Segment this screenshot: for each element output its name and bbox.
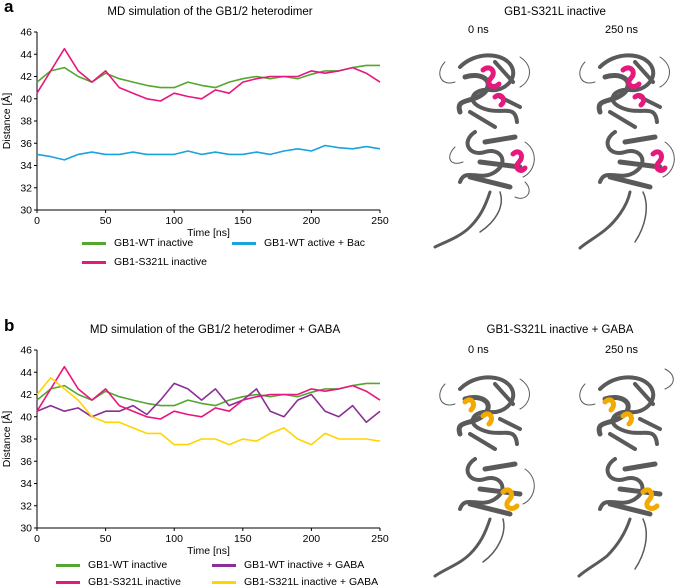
x-tick-label: 0 bbox=[34, 533, 40, 545]
protein-structure-a-0ns bbox=[433, 53, 535, 249]
legend-item-gb1-wt-inactive-gaba: GB1-WT inactive + GABA bbox=[212, 559, 364, 571]
y-tick-label: 46 bbox=[20, 345, 32, 357]
structure-title-a: GB1-S321L inactive bbox=[504, 6, 606, 18]
y-tick-label: 38 bbox=[20, 434, 32, 446]
legend-item-gb1-s321l-inactive: GB1-S321L inactive bbox=[56, 576, 181, 588]
y-tick-label: 40 bbox=[20, 93, 32, 105]
y-axis-label: Distance [Å] bbox=[0, 411, 13, 468]
y-tick-label: 30 bbox=[20, 205, 32, 217]
legend-swatch bbox=[56, 563, 80, 567]
legend-item-gb1-wt-inactive: GB1-WT inactive bbox=[56, 559, 167, 571]
series-line-gb1-wt-inactive-gaba bbox=[36, 382, 381, 424]
x-tick-label: 200 bbox=[303, 215, 321, 227]
legend-label: GB1-S321L inactive bbox=[88, 576, 181, 588]
x-tick-label: 200 bbox=[303, 533, 321, 545]
legend-label: GB1-WT inactive bbox=[114, 237, 194, 249]
x-tick-label: 50 bbox=[100, 533, 112, 545]
x-tick-label: 100 bbox=[165, 215, 183, 227]
legend-swatch bbox=[232, 241, 256, 245]
panel-letter-b: b bbox=[4, 316, 15, 335]
legend-label: GB1-S321L inactive + GABA bbox=[244, 576, 379, 588]
legend-swatch bbox=[56, 580, 80, 584]
chart-title-a: MD simulation of the GB1/2 heterodimer bbox=[107, 6, 313, 18]
y-tick-label: 42 bbox=[20, 71, 32, 83]
y-tick-label: 44 bbox=[20, 49, 32, 61]
y-tick-label: 36 bbox=[20, 138, 32, 150]
y-tick-label: 40 bbox=[20, 411, 32, 423]
time-label-a-250ns: 250 ns bbox=[605, 24, 639, 36]
chart-title-b: MD simulation of the GB1/2 heterodimer +… bbox=[89, 324, 341, 336]
legend-item-gb1-wt-active-bac: GB1-WT active + Bac bbox=[232, 237, 365, 249]
series-line-gb1-s321l-inactive bbox=[36, 47, 381, 102]
x-tick-label: 150 bbox=[234, 533, 252, 545]
x-tick-label: 100 bbox=[165, 533, 183, 545]
y-tick-label: 34 bbox=[20, 160, 32, 172]
y-tick-label: 36 bbox=[20, 456, 32, 468]
y-tick-label: 32 bbox=[20, 182, 32, 194]
legend-label: GB1-WT inactive bbox=[88, 559, 168, 571]
series-line-gb1-s321l-inactive bbox=[36, 365, 381, 420]
protein-structure-a-250ns bbox=[578, 53, 675, 250]
legend-swatch bbox=[82, 241, 106, 245]
structure-title-b: GB1-S321L inactive + GABA bbox=[486, 324, 634, 336]
y-tick-label: 46 bbox=[20, 27, 32, 39]
legend-item-gb1-s321l-inactive: GB1-S321L inactive bbox=[82, 256, 207, 268]
y-tick-label: 44 bbox=[20, 367, 32, 379]
x-axis-label: Time [ns] bbox=[187, 545, 230, 557]
x-tick-label: 50 bbox=[100, 215, 112, 227]
protein-structure-b-0ns bbox=[433, 375, 535, 578]
series-line-gb1-wt-inactive bbox=[36, 64, 380, 89]
y-tick-label: 30 bbox=[20, 523, 32, 535]
legend-item-gb1-wt-inactive: GB1-WT inactive bbox=[82, 237, 193, 249]
legend-label: GB1-S321L inactive bbox=[114, 256, 207, 268]
legend-swatch bbox=[212, 563, 236, 567]
time-label-a-0ns: 0 ns bbox=[468, 24, 489, 36]
time-label-b-250ns: 250 ns bbox=[605, 344, 639, 356]
time-label-b-0ns: 0 ns bbox=[468, 344, 489, 356]
legend-swatch bbox=[212, 580, 236, 584]
line-chart-b: 30 32 34 36 38 40 42 44 46 0 50 100 150 200 250 Time [n… bbox=[0, 345, 389, 558]
x-tick-label: 250 bbox=[371, 215, 389, 227]
legend-swatch bbox=[82, 260, 106, 264]
x-tick-label: 0 bbox=[34, 215, 40, 227]
x-axis-label: Time [ns] bbox=[187, 227, 230, 239]
y-axis-label: Distance [Å] bbox=[0, 93, 13, 150]
legend-label: GB1-WT inactive + GABA bbox=[244, 559, 365, 571]
legend-item-gb1-s321l-inactive-gaba: GB1-S321L inactive + GABA bbox=[212, 576, 378, 588]
y-tick-label: 34 bbox=[20, 478, 32, 490]
series-line-gb1-s321l-inactive-gaba bbox=[36, 376, 381, 446]
y-tick-label: 32 bbox=[20, 500, 32, 512]
y-tick-label: 38 bbox=[20, 116, 32, 128]
y-tick-label: 42 bbox=[20, 389, 32, 401]
series-line-gb1-wt-active-bac bbox=[36, 144, 381, 161]
x-tick-label: 250 bbox=[371, 533, 389, 545]
legend-label: GB1-WT active + Bac bbox=[264, 237, 366, 249]
x-tick-label: 150 bbox=[234, 215, 252, 227]
panel-letter-a: a bbox=[4, 0, 14, 16]
line-chart-a: 30 32 34 36 38 40 42 44 46 0 50 100 150 200 250 Time [n… bbox=[0, 27, 389, 240]
protein-structure-b-250ns bbox=[577, 368, 674, 578]
